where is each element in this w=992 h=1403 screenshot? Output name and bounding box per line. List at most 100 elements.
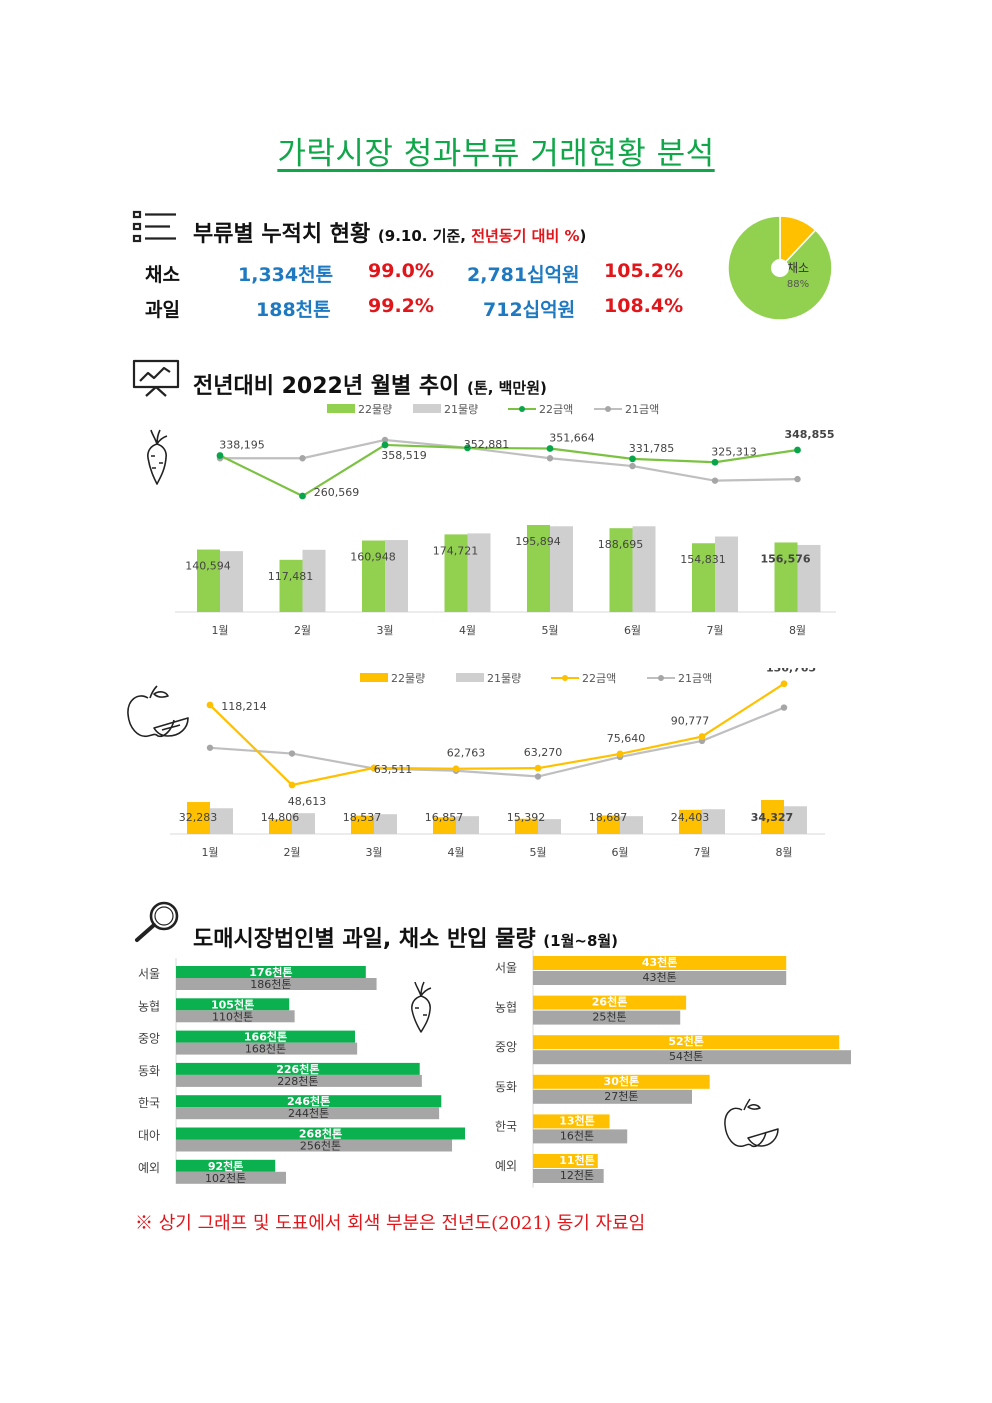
bar-value-label: 154,831 [680,553,726,566]
bar-2022 [176,1159,276,1172]
bar-value-label: 18,537 [343,811,382,824]
x-tick-label: 7월 [693,846,710,859]
bar-value-label: 18,687 [589,811,628,824]
bar-2021 [176,1107,440,1120]
bar-value-label-2021: 228천톤 [277,1074,318,1088]
bar-2021 [302,549,326,612]
line-value-label: 358,519 [381,449,427,462]
bar-value-label-2021: 256천톤 [300,1139,341,1153]
bar-2022 [692,543,715,612]
point-2021 [794,475,801,483]
bar-2022 [761,800,784,834]
legend-swatch [413,404,441,413]
bar-2022 [279,559,303,612]
bar-2021 [176,1010,295,1023]
legend-marker [658,675,664,681]
bar-value-label: 140,594 [185,560,231,573]
bar-2022 [533,1114,610,1129]
section-summary-heading: 부류별 누적치 현황 (9.10. 기준, 전년동기 대비 %) [193,216,586,248]
point-2022 [534,764,542,772]
vegetable-monthly-chart: 22물량 21물량 22금액 21금액 140,594 1월 117,481 2월 160,94… [175,403,836,637]
bar-2022 [176,966,366,978]
bar-value-label-2022: 43천톤 [642,955,678,969]
point-2022 [299,492,306,500]
category-label: 한국 [138,1096,160,1110]
point-2022 [464,444,471,452]
legend-swatch [360,673,388,682]
x-tick-label: 3월 [365,846,382,859]
footnote: ※ 상기 그래프 및 도표에서 회색 부분은 전년도(2021) 동기 자료임 [135,1213,646,1234]
bar-2022 [679,809,702,834]
bar-2022 [533,956,787,970]
summary-row-fruit: 과일 188천톤 99.2% 712십억원 108.4% [145,295,705,321]
summary-heading-text: 부류별 누적치 현황 [193,222,371,247]
pie-hole [771,259,789,277]
row-volume: 1,334천톤 [238,264,334,286]
list-icon [132,210,176,243]
inflow-heading-text: 도매시장법인별 과일, 채소 반입 물량 [193,927,536,952]
bar-value-label-2022: 26천톤 [592,995,628,1009]
x-tick-label: 4월 [459,624,476,637]
bar-value-label-2021: 27천톤 [604,1089,638,1103]
fruit-monthly-chart: 22물량 21물량 22금액 21금액 32,283 1월 14,806 2월 18,537 3월… [170,668,825,859]
bar-2022 [444,534,468,612]
x-tick-label: 1월 [201,846,218,859]
row-name: 채소 [145,264,180,286]
bar-value-label-2021: 186천톤 [250,977,291,991]
bar-value-label-2022: 13천톤 [559,1113,595,1127]
trend-heading-text: 전년대비 2022년 월별 추이 [193,374,460,399]
line-value-label: 338,195 [219,439,265,452]
bar-2022 [176,998,290,1011]
bar-value-label-2022: 11천톤 [559,1153,595,1167]
section-trend-heading: 전년대비 2022년 월별 추이 (톤, 백만원) [193,368,547,400]
bar-value-label: 117,481 [268,570,314,583]
bar-value-label-2021: 12천톤 [560,1168,594,1182]
bar-2021 [533,1050,851,1065]
bar-2021 [533,1089,692,1104]
point-2021 [711,477,719,484]
bar-value-label-2021: 102천톤 [205,1171,246,1185]
point-2021 [288,750,296,757]
point-2021 [534,773,542,780]
page-title: 가락시장 청과부류 거래현황 분석 [277,136,715,172]
bar-2022 [597,815,620,834]
bar-value-label: 195,894 [515,535,561,548]
x-tick-label: 2월 [294,624,311,637]
category-label: 대아 [138,1129,160,1143]
bar-2021 [702,809,725,834]
bar-value-label-2022: 176천톤 [249,965,292,979]
point-2022 [288,781,296,789]
category-label: 예외 [138,1161,160,1175]
bar-2022 [774,542,798,612]
bar-value-label-2021: 16천톤 [560,1128,594,1142]
bar-2021 [292,813,315,834]
row-amount: 2,781십억원 [467,264,580,286]
legend-label: 22물량 [358,403,392,416]
bar-2021 [176,978,377,990]
category-label: 서울 [495,961,517,975]
legend-label: 21물량 [444,403,478,416]
line-value-label: 118,214 [221,700,267,713]
x-tick-label: 4월 [447,846,464,859]
bar-2022 [515,818,538,834]
x-tick-label: 5월 [529,846,546,859]
bar-2021 [550,526,573,612]
bar-value-label: 32,283 [179,811,218,824]
point-2022 [711,458,719,466]
bar-2021 [176,1042,358,1055]
x-tick-label: 7월 [706,624,723,637]
x-tick-label: 5월 [541,624,558,637]
line-value-label: 348,855 [784,428,834,441]
bar-2021 [533,971,787,985]
bar-value-label-2022: 30천톤 [604,1074,640,1088]
bar-2021 [620,816,643,834]
point-2022 [370,764,378,772]
legend-label: 22금액 [539,403,573,416]
category-label: 예외 [495,1159,517,1173]
point-2021 [629,462,636,470]
line-value-label: 351,664 [549,432,595,445]
carrot-icon [411,981,432,1033]
bar-value-label: 24,403 [671,811,710,824]
